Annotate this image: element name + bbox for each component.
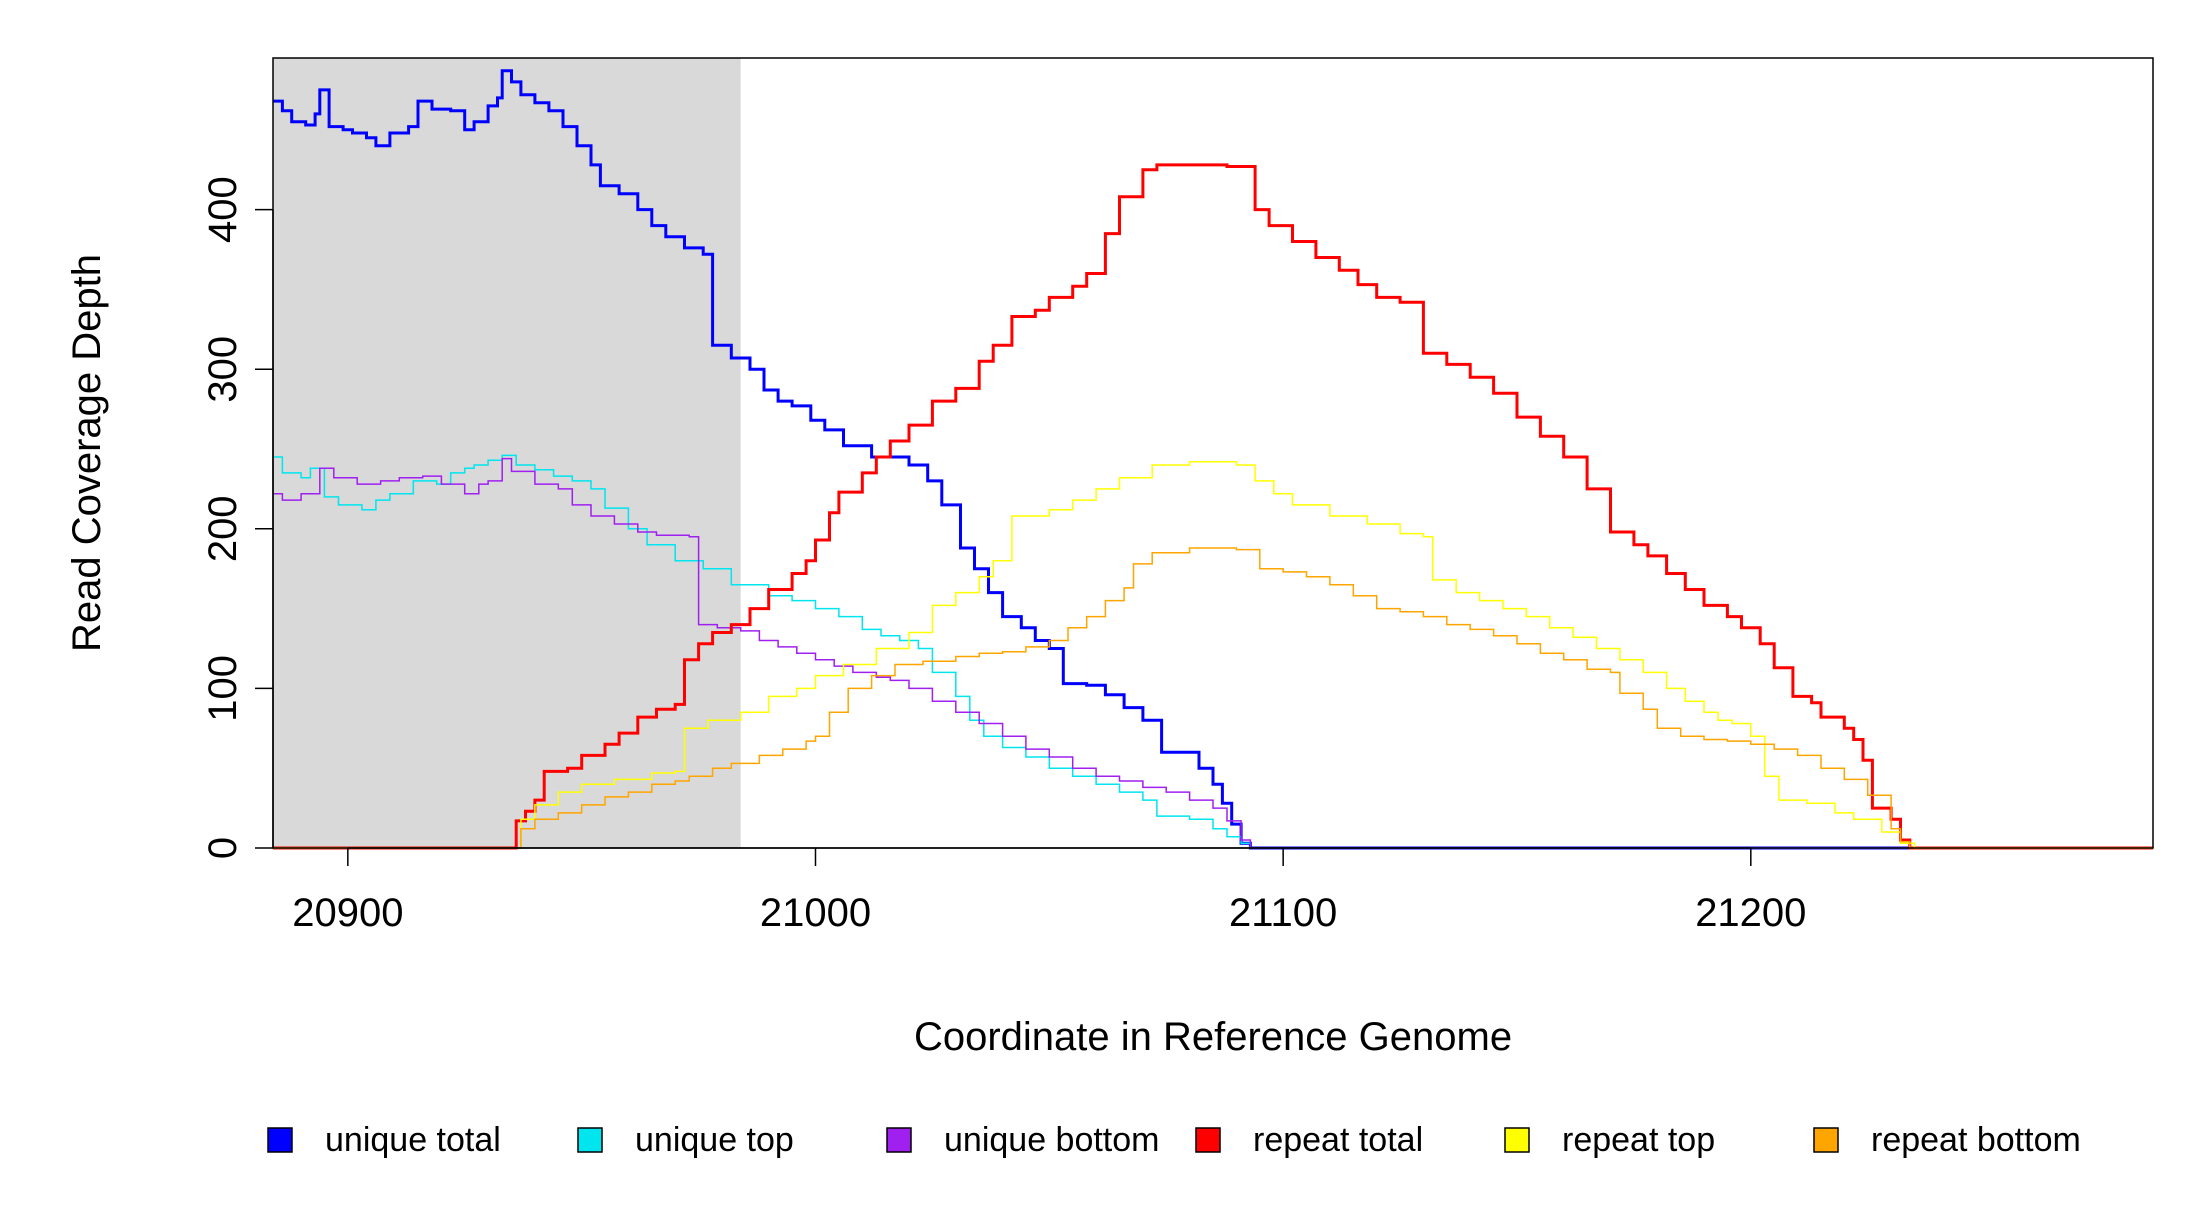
legend-label: repeat bottom — [1871, 1121, 2081, 1159]
legend-swatch — [1195, 1127, 1221, 1153]
legend-item: repeat total — [1195, 1121, 1423, 1159]
legend-swatch — [1813, 1127, 1839, 1153]
highlight-region — [273, 58, 741, 848]
legend-label: unique total — [325, 1121, 501, 1159]
x-axis-title: Coordinate in Reference Genome — [914, 1015, 1512, 1059]
y-tick-label: 200 — [201, 495, 245, 562]
legend-label: repeat total — [1253, 1121, 1423, 1159]
series-line-repeat-top — [273, 461, 2153, 849]
y-tick-label: 0 — [201, 837, 245, 859]
legend-swatch — [1504, 1127, 1530, 1153]
y-tick-label: 100 — [201, 655, 245, 722]
legend-label: unique bottom — [944, 1121, 1160, 1159]
x-tick-label: 21100 — [1229, 891, 1337, 935]
legend-item: unique top — [577, 1121, 794, 1159]
legend-swatch — [886, 1127, 912, 1153]
series-line-unique-total — [273, 69, 2153, 850]
legend-item: repeat top — [1504, 1121, 1715, 1159]
y-tick-label: 400 — [201, 176, 245, 243]
x-tick-label: 21000 — [760, 891, 871, 935]
y-axis-title: Read Coverage Depth — [65, 254, 109, 652]
legend: unique total unique top unique bottom repea… — [267, 1121, 2081, 1159]
series-line-unique-top — [273, 454, 2153, 849]
series-line-repeat-total — [273, 163, 2153, 850]
x-tick-label: 21200 — [1695, 891, 1806, 935]
legend-item: unique bottom — [886, 1121, 1160, 1159]
legend-swatch — [577, 1127, 603, 1153]
legend-item: unique total — [267, 1121, 501, 1159]
series-line-repeat-bottom — [273, 547, 2153, 849]
x-tick-label: 20900 — [292, 891, 403, 935]
legend-label: repeat top — [1562, 1121, 1715, 1159]
legend-swatch — [267, 1127, 293, 1153]
legend-label: unique top — [635, 1121, 794, 1159]
y-tick-label: 300 — [201, 336, 245, 403]
legend-item: repeat bottom — [1813, 1121, 2081, 1159]
series-line-unique-bottom — [273, 457, 2153, 849]
